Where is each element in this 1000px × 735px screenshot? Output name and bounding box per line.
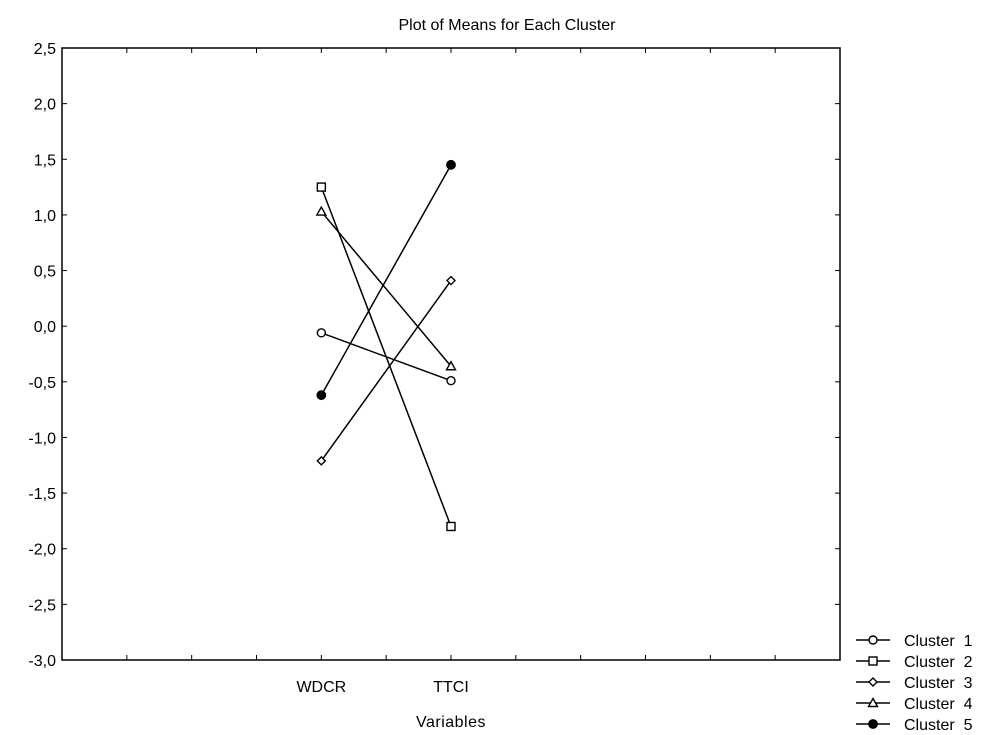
data-point xyxy=(446,275,456,286)
legend-label: Cluster 3 xyxy=(904,675,973,692)
series-5 xyxy=(316,159,456,401)
series-3 xyxy=(316,275,456,466)
y-axis: 2,5 2,0 1,5 1,0 0,5 0,0 -0,5 -1,0 -1,5 -2,0 -2,5 -3… xyxy=(28,41,840,670)
legend-label: Cluster 1 xyxy=(904,633,973,650)
data-point xyxy=(868,719,878,729)
legend-item: Cluster 2 xyxy=(856,654,973,671)
y-tick-label: -1,5 xyxy=(28,486,56,503)
data-point xyxy=(868,656,878,666)
series-line xyxy=(320,211,452,367)
y-tick-label: 1,5 xyxy=(34,152,56,169)
legend-item: Cluster 5 xyxy=(856,717,973,734)
y-tick-label: 0,0 xyxy=(34,319,56,336)
series-line xyxy=(320,164,452,396)
y-tick-label: 0,5 xyxy=(34,264,56,281)
y-tick-label: 2,5 xyxy=(34,41,56,58)
x-tick-label: TTCI xyxy=(433,679,469,696)
data-point xyxy=(315,205,328,216)
plot-frame xyxy=(61,47,841,661)
legend-label: Cluster 4 xyxy=(904,696,973,713)
data-point xyxy=(445,360,457,371)
y-tick-label: -0,5 xyxy=(28,375,56,392)
data-point xyxy=(316,328,327,338)
data-point xyxy=(446,521,456,532)
y-tick-label: -1,0 xyxy=(28,430,56,447)
data-point xyxy=(446,159,456,170)
legend-label: Cluster 2 xyxy=(904,654,973,671)
series-4 xyxy=(315,205,457,371)
legend-item: Cluster 3 xyxy=(856,675,973,692)
data-point xyxy=(868,677,878,687)
series-line xyxy=(320,186,452,527)
x-axis: WDCR TTCI xyxy=(126,48,776,696)
y-tick-label: 1,0 xyxy=(34,208,56,225)
legend-label: Cluster 5 xyxy=(904,717,973,734)
legend-item: Cluster 4 xyxy=(856,696,973,713)
data-point xyxy=(868,635,878,645)
data-point xyxy=(446,376,456,386)
y-tick-label: -2,5 xyxy=(28,597,56,614)
y-tick-label: 2,0 xyxy=(34,97,56,114)
y-tick-label: -2,0 xyxy=(28,542,56,559)
y-tick-label: -3,0 xyxy=(28,653,56,670)
x-tick-label: WDCR xyxy=(296,679,346,696)
data-point xyxy=(316,182,327,192)
series-line xyxy=(320,280,452,462)
data-point xyxy=(316,390,327,401)
legend: Cluster 1 Cluster 2 Cluster 3 Cluster 4 Clus… xyxy=(856,633,973,734)
series-2 xyxy=(316,182,456,532)
legend-item: Cluster 1 xyxy=(856,633,973,650)
data-point xyxy=(316,455,327,466)
data-point xyxy=(867,697,879,708)
x-axis-label: Variables xyxy=(416,714,486,731)
chart-title: Plot of Means for Each Cluster xyxy=(399,17,617,34)
series-layer xyxy=(315,159,457,532)
